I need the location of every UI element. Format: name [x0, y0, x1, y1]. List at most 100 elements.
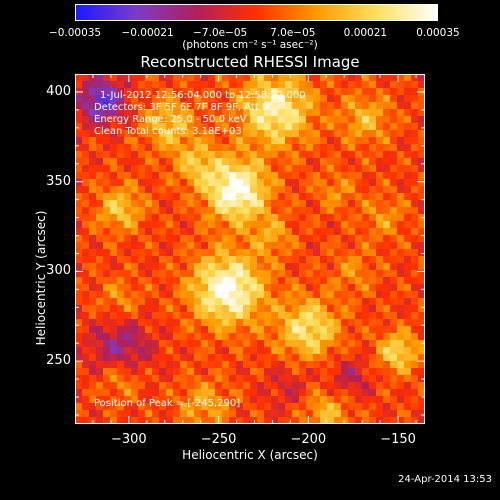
heatmap-cell — [159, 396, 167, 404]
heatmap-cell — [180, 74, 188, 82]
heatmap-cell — [404, 235, 412, 243]
heatmap-cell — [362, 326, 370, 334]
heatmap-cell — [362, 130, 370, 138]
heatmap-cell — [306, 403, 314, 411]
heatmap-cell — [82, 242, 90, 250]
heatmap-cell — [250, 200, 258, 208]
heatmap-cell — [390, 116, 398, 124]
heatmap-cell — [341, 368, 349, 376]
heatmap-cell — [306, 235, 314, 243]
heatmap-cell — [180, 102, 188, 110]
heatmap-cell — [299, 172, 307, 180]
heatmap-cell — [236, 242, 244, 250]
heatmap-cell — [208, 347, 216, 355]
heatmap-cell — [264, 284, 272, 292]
heatmap-cell — [138, 319, 146, 327]
heatmap-cell — [313, 102, 321, 110]
heatmap-cell — [348, 319, 356, 327]
heatmap-cell — [103, 109, 111, 117]
heatmap-cell — [334, 221, 342, 229]
heatmap-cell — [82, 151, 90, 159]
heatmap-cell — [341, 200, 349, 208]
heatmap-cell — [313, 361, 321, 369]
heatmap-cell — [117, 158, 125, 166]
heatmap-cell — [152, 333, 160, 341]
heatmap-cell — [397, 130, 405, 138]
heatmap-cell — [355, 235, 363, 243]
heatmap-cell — [299, 312, 307, 320]
heatmap-cell — [362, 277, 370, 285]
heatmap-cell — [208, 375, 216, 383]
heatmap-cell — [292, 137, 300, 145]
heatmap-cell — [110, 130, 118, 138]
heatmap-cell — [96, 277, 104, 285]
heatmap-cell — [327, 221, 335, 229]
heatmap-cell — [152, 347, 160, 355]
heatmap-cell — [341, 109, 349, 117]
heatmap-cell — [264, 270, 272, 278]
heatmap-cell — [264, 88, 272, 96]
heatmap-cell — [103, 214, 111, 222]
heatmap-cell — [313, 221, 321, 229]
heatmap-cell — [292, 263, 300, 271]
heatmap-cell — [187, 200, 195, 208]
heatmap-cell — [96, 249, 104, 257]
heatmap-cell — [257, 200, 265, 208]
heatmap-cell — [271, 193, 279, 201]
heatmap-cell — [348, 214, 356, 222]
heatmap-cell — [110, 123, 118, 131]
heatmap-cell — [138, 116, 146, 124]
heatmap-cell — [110, 158, 118, 166]
heatmap-cell — [215, 242, 223, 250]
heatmap-cell — [75, 410, 83, 418]
heatmap-cell — [334, 102, 342, 110]
heatmap-cell — [369, 165, 377, 173]
heatmap-cell — [236, 326, 244, 334]
heatmap-cell — [215, 361, 223, 369]
heatmap-cell — [418, 298, 426, 306]
heatmap-cell — [334, 123, 342, 131]
heatmap-cell — [131, 172, 139, 180]
heatmap-cell — [159, 298, 167, 306]
heatmap-cell — [376, 137, 384, 145]
heatmap-cell — [194, 410, 202, 418]
heatmap-cell — [411, 417, 419, 425]
heatmap-cell — [166, 81, 174, 89]
heatmap-cell — [201, 109, 209, 117]
heatmap-cell — [243, 144, 251, 152]
heatmap-cell — [271, 137, 279, 145]
heatmap-cell — [369, 116, 377, 124]
heatmap-cell — [152, 277, 160, 285]
heatmap-cell — [75, 179, 83, 187]
heatmap-cell — [166, 340, 174, 348]
heatmap-cell — [131, 382, 139, 390]
heatmap-cell — [264, 242, 272, 250]
heatmap-cell — [131, 151, 139, 159]
heatmap-cell — [145, 319, 153, 327]
heatmap-cell — [208, 291, 216, 299]
heatmap-cell — [110, 186, 118, 194]
heatmap-cell — [355, 249, 363, 257]
heatmap-cell — [285, 144, 293, 152]
heatmap-cell — [390, 368, 398, 376]
heatmap-cell — [117, 130, 125, 138]
heatmap-cell — [355, 144, 363, 152]
heatmap-cell — [411, 165, 419, 173]
heatmap-cell — [173, 375, 181, 383]
heatmap-cell — [152, 389, 160, 397]
heatmap-cell — [418, 207, 426, 215]
heatmap-cell — [299, 305, 307, 313]
heatmap-cell — [103, 130, 111, 138]
heatmap-cell — [201, 88, 209, 96]
heatmap-cell — [152, 193, 160, 201]
heatmap-cell — [187, 333, 195, 341]
heatmap-cell — [320, 410, 328, 418]
heatmap-cell — [292, 417, 300, 425]
heatmap-cell — [418, 102, 426, 110]
heatmap-cell — [138, 277, 146, 285]
heatmap-cell — [117, 144, 125, 152]
heatmap-cell — [306, 326, 314, 334]
heatmap-cell — [82, 375, 90, 383]
heatmap-cell — [222, 277, 230, 285]
heatmap-cell — [187, 298, 195, 306]
